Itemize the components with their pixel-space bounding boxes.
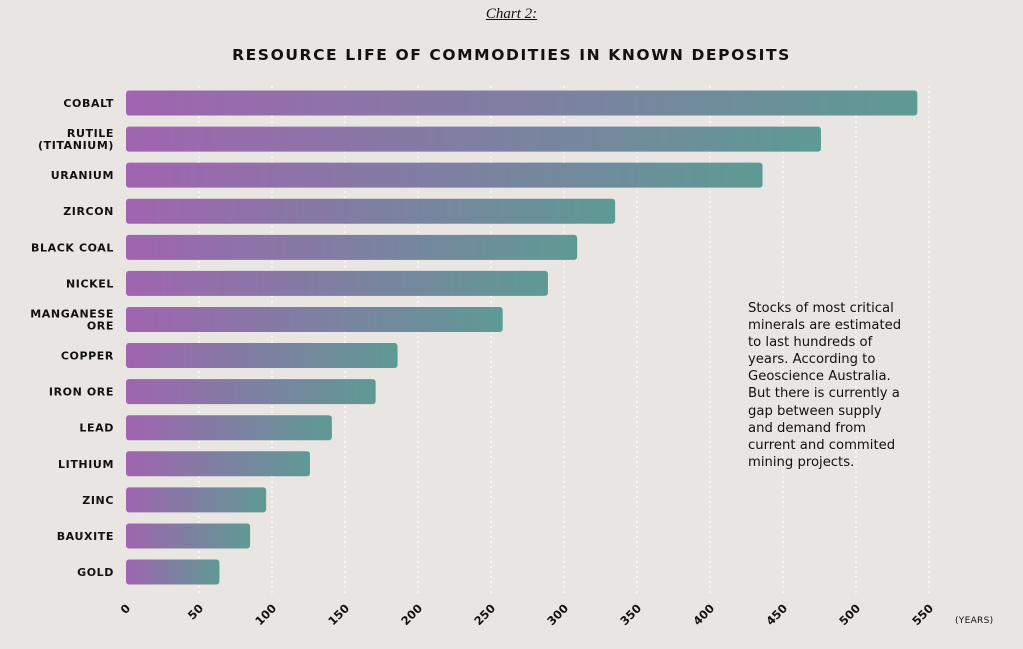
x-tick-label-500: 500	[836, 601, 863, 628]
x-tick-label-350: 350	[617, 601, 644, 628]
bar-bauxite	[126, 523, 251, 549]
category-label: RUTILE (TITANIUM)	[38, 127, 114, 152]
category-label: NICKEL	[66, 277, 114, 290]
bar-lead	[126, 415, 332, 441]
annotation-note: Stocks of most critical minerals are est…	[748, 301, 902, 470]
x-tick-label-50: 50	[185, 601, 206, 622]
category-label: IRON ORE	[49, 386, 114, 399]
bar-black-coal	[126, 234, 578, 260]
category-label: LEAD	[79, 422, 114, 435]
bar-gold	[126, 559, 220, 585]
x-tick-label-150: 150	[325, 601, 352, 628]
chart-subtitle: Chart 2:	[485, 6, 538, 22]
bar-copper	[126, 343, 398, 369]
bar-iron-ore	[126, 379, 376, 405]
x-tick-label-550: 550	[909, 601, 936, 628]
x-tick-label-0: 0	[118, 601, 134, 617]
category-label: BAUXITE	[57, 530, 114, 543]
x-tick-label-450: 450	[763, 601, 790, 628]
category-label: GOLD	[77, 566, 114, 579]
x-tick-label-200: 200	[398, 601, 425, 628]
bar-zinc	[126, 487, 267, 513]
bar-lithium	[126, 451, 310, 477]
x-tick-label-300: 300	[544, 601, 571, 628]
category-label: MANGANESE ORE	[30, 307, 114, 332]
x-axis-unit-label: (YEARS)	[955, 616, 993, 626]
category-label: BLACK COAL	[31, 241, 114, 254]
category-label: ZIRCON	[63, 205, 114, 218]
x-tick-label-250: 250	[471, 601, 498, 628]
category-label: COPPER	[61, 350, 114, 363]
bar-zircon	[126, 198, 616, 224]
category-label: COBALT	[63, 97, 114, 110]
category-label: LITHIUM	[58, 458, 114, 471]
x-tick-label-100: 100	[252, 601, 279, 628]
bar-rutile-titanium	[126, 126, 821, 152]
category-label: URANIUM	[51, 169, 114, 182]
category-label: ZINC	[82, 494, 114, 507]
bar-uranium	[126, 162, 763, 188]
bar-cobalt	[126, 90, 918, 116]
bar-nickel	[126, 270, 548, 296]
bar-manganese-ore	[126, 306, 503, 332]
x-tick-label-400: 400	[690, 601, 717, 628]
chart-title: RESOURCE LIFE OF COMMODITIES IN KNOWN DE…	[232, 46, 791, 64]
